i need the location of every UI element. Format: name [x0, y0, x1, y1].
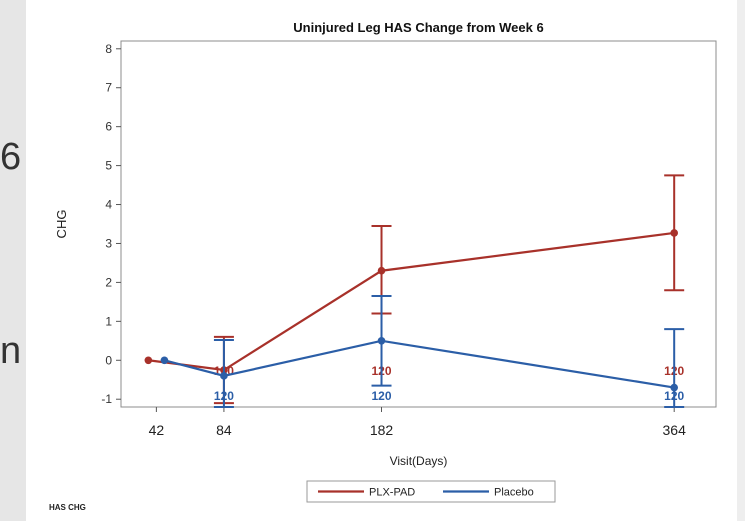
y-tick-label: 1: [105, 314, 112, 328]
y-tick-label: 0: [105, 353, 112, 367]
slide-text-fragment: 6: [0, 136, 22, 178]
footer-label: HAS CHG: [49, 503, 86, 512]
data-point: [220, 372, 228, 380]
data-point: [377, 337, 386, 345]
series-line: [164, 339, 675, 389]
legend-label: Placebo: [494, 487, 534, 499]
y-tick-label: 5: [105, 159, 112, 173]
n-count-label: 120: [371, 389, 391, 403]
x-tick-label: 42: [149, 422, 165, 438]
slide-left-panel: [0, 0, 26, 521]
legend-box: [306, 480, 556, 503]
x-tick-label: 84: [216, 422, 232, 438]
chart-title: Uninjured Leg HAS Change from Week 6: [293, 20, 543, 35]
y-tick-label: 2: [105, 275, 112, 289]
n-count-label: 120: [214, 389, 234, 403]
plot-area: [120, 40, 717, 408]
y-tick-label: 6: [105, 120, 112, 134]
y-tick-label: 4: [105, 198, 112, 212]
data-point: [160, 356, 169, 365]
slide-right-edge: [737, 0, 745, 521]
data-point: [377, 266, 386, 275]
n-count-label: 120: [664, 389, 684, 403]
x-tick-label: 364: [663, 422, 687, 438]
y-tick-label: -1: [101, 392, 112, 406]
data-point: [670, 229, 678, 237]
slide-text-fragment: n: [0, 330, 22, 372]
data-point: [670, 383, 678, 392]
y-tick-label: 7: [105, 81, 112, 95]
y-tick-label: 3: [105, 236, 112, 250]
data-point: [144, 356, 153, 365]
y-tick-label: 8: [105, 42, 112, 56]
series-line: [148, 231, 675, 372]
y-axis-label: CHG: [54, 210, 69, 239]
legend-label: PLX-PAD: [369, 487, 415, 499]
x-tick-label: 182: [370, 422, 394, 438]
x-axis-label: Visit(Days): [390, 454, 448, 468]
